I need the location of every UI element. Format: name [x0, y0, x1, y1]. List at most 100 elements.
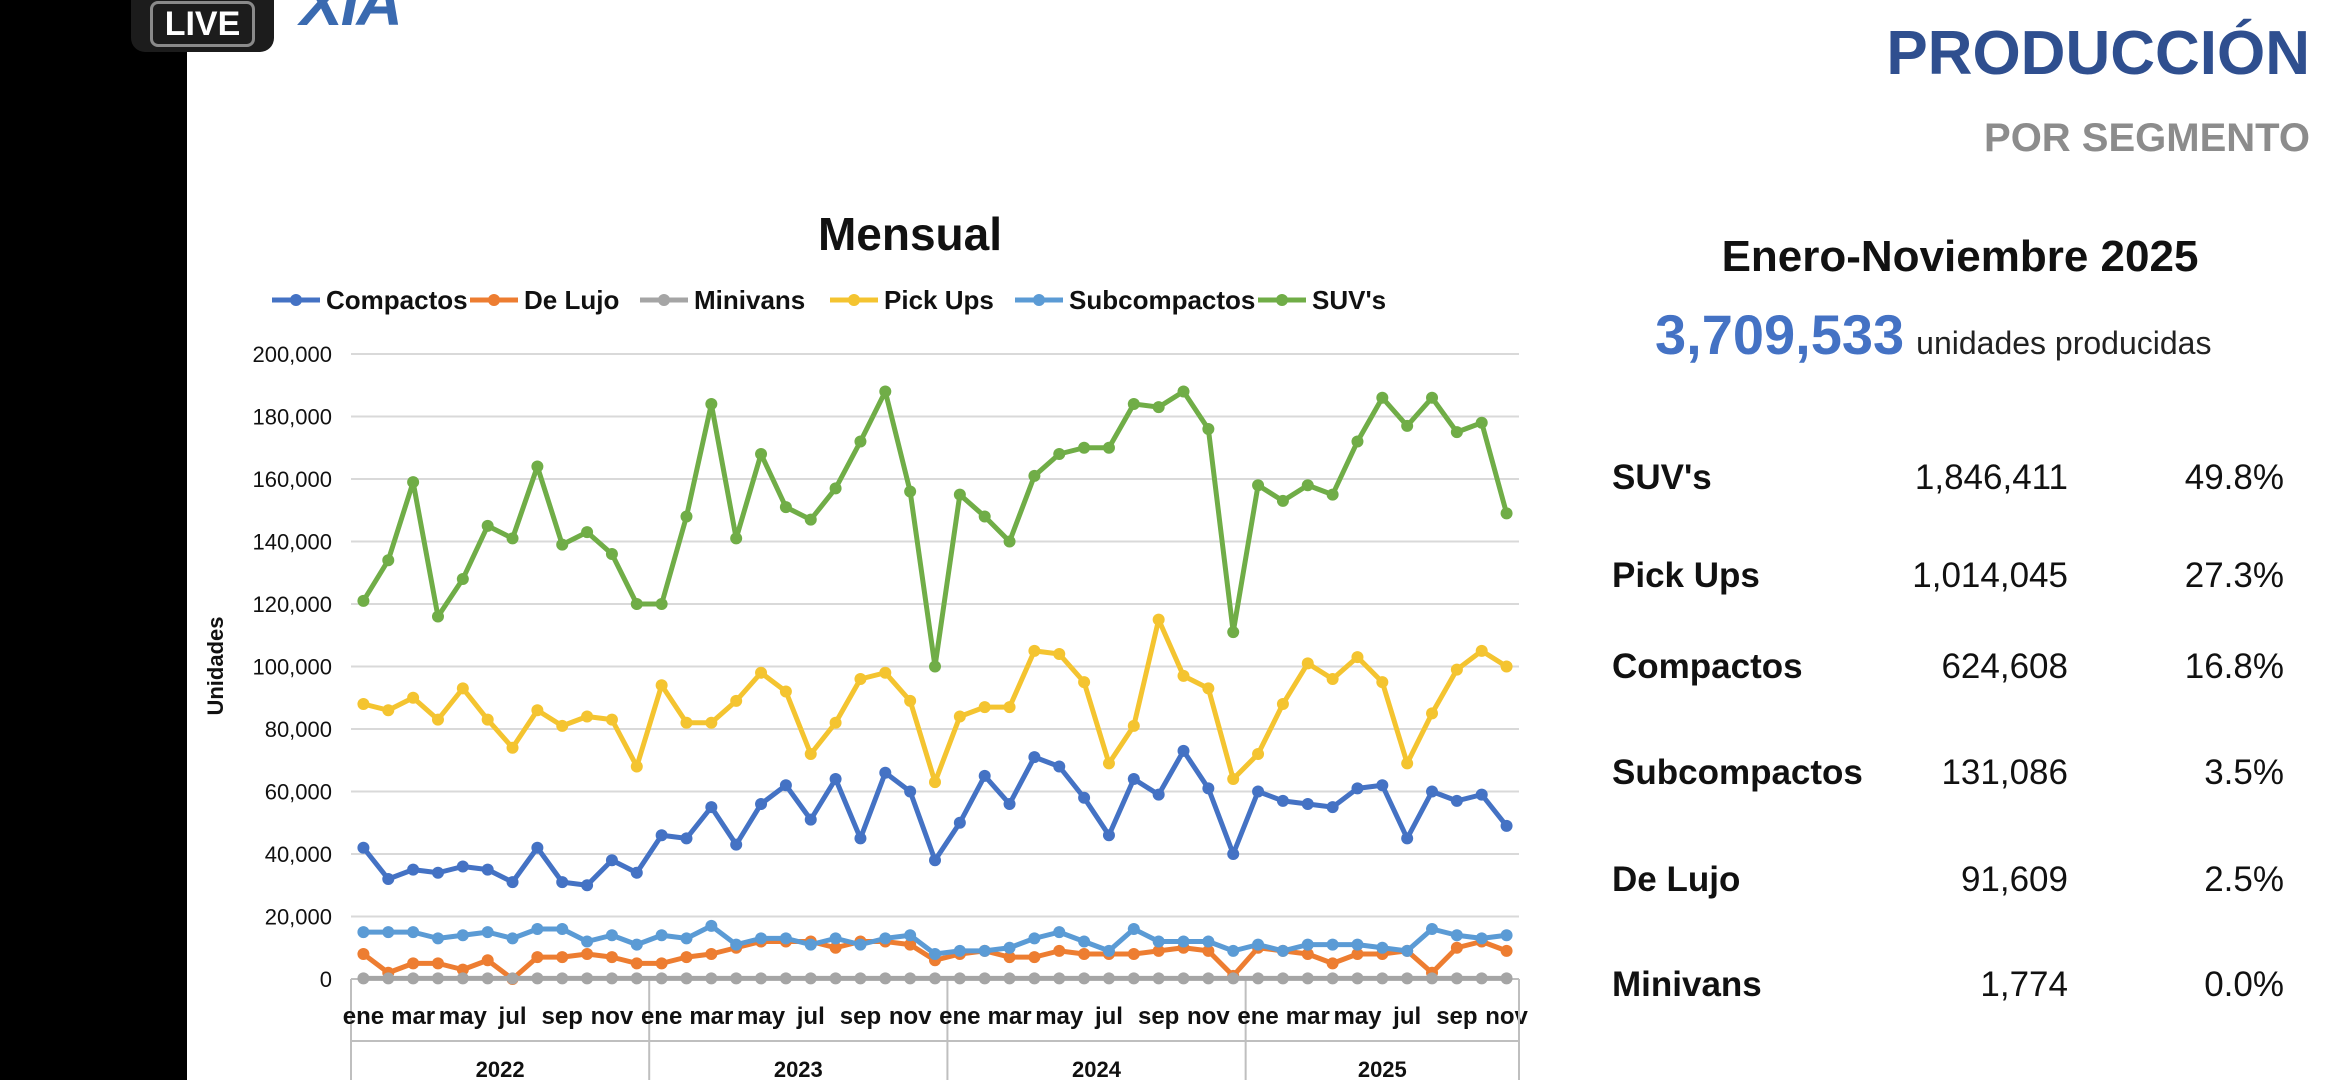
x-tick-label: jul — [498, 1003, 527, 1030]
data-point — [1078, 948, 1091, 960]
data-point — [1376, 972, 1389, 985]
data-point — [1177, 744, 1190, 757]
segment-label: Compactos — [1612, 647, 1803, 686]
data-point — [1177, 669, 1190, 682]
data-point — [1401, 757, 1414, 770]
data-point — [1326, 972, 1339, 985]
data-point — [1475, 416, 1488, 429]
data-point — [1202, 935, 1215, 948]
data-point — [1500, 819, 1513, 832]
data-point — [1028, 932, 1041, 945]
x-tick-label: may — [737, 1003, 786, 1030]
data-point — [1127, 972, 1140, 985]
data-point — [1152, 401, 1165, 414]
data-point — [1102, 972, 1115, 985]
data-point — [705, 948, 718, 960]
data-point — [357, 698, 370, 710]
brand-logo: XIA — [300, 0, 403, 39]
data-point — [630, 938, 643, 951]
data-point — [1276, 494, 1289, 507]
data-point — [481, 863, 494, 876]
data-point — [1152, 972, 1165, 985]
data-point — [1003, 701, 1016, 714]
legend-marker — [658, 294, 670, 306]
x-year-label: 2022 — [476, 1057, 525, 1080]
data-point — [1276, 944, 1289, 957]
series-line-pick-ups — [362, 617, 1508, 785]
data-point — [581, 935, 594, 948]
summary-period: Enero-Noviembre 2025 — [1721, 232, 2199, 281]
data-point — [506, 532, 519, 545]
data-point — [854, 673, 867, 685]
data-point — [630, 866, 643, 879]
x-tick-label: nov — [1485, 1003, 1528, 1030]
data-point — [431, 972, 444, 985]
data-point — [655, 972, 668, 985]
data-point — [1053, 448, 1066, 460]
data-point — [680, 832, 693, 845]
y-tick-label: 40,000 — [265, 842, 332, 867]
data-point — [978, 769, 991, 782]
data-point — [755, 932, 768, 945]
data-point — [431, 610, 444, 623]
data-point — [1500, 507, 1513, 520]
data-point — [1475, 788, 1488, 801]
data-point — [655, 829, 668, 842]
data-point — [1450, 929, 1463, 942]
data-point — [382, 926, 395, 939]
video-letterbox — [0, 0, 187, 1080]
data-point — [829, 932, 842, 945]
x-tick-label: mar — [689, 1003, 733, 1030]
x-tick-label: nov — [889, 1003, 932, 1030]
data-point — [407, 691, 420, 704]
data-point — [655, 598, 668, 610]
data-point — [382, 873, 395, 885]
y-tick-label: 20,000 — [265, 905, 332, 930]
data-point — [755, 448, 768, 460]
legend-label: Minivans — [694, 285, 805, 315]
segment-row: De Lujo 91,609 2.5% — [1612, 860, 2284, 910]
data-point — [829, 941, 842, 954]
data-point — [382, 704, 395, 717]
data-point — [1028, 644, 1041, 657]
data-point — [953, 488, 966, 501]
legend-label: Subcompactos — [1069, 285, 1255, 315]
data-point — [730, 938, 743, 951]
live-label: LIVE — [149, 1, 256, 47]
data-point — [1450, 663, 1463, 676]
data-point — [630, 957, 643, 970]
segment-pct: 27.3% — [2184, 556, 2284, 595]
data-point — [1078, 441, 1091, 454]
data-point — [804, 813, 817, 826]
data-point — [904, 485, 917, 498]
summary-total: 3,709,533 unidades producidas — [1655, 302, 2211, 367]
x-tick-label: nov — [1187, 1003, 1230, 1030]
data-point — [854, 938, 867, 951]
data-point — [1202, 423, 1215, 435]
data-point — [531, 923, 544, 935]
data-point — [1053, 648, 1066, 660]
data-point — [779, 932, 792, 945]
data-point — [531, 972, 544, 985]
page-title: PRODUCCIÓN — [1886, 19, 2310, 88]
segment-label: SUV's — [1612, 458, 1712, 497]
data-point — [978, 972, 991, 985]
data-point — [929, 776, 941, 789]
data-point — [755, 798, 768, 810]
data-point — [705, 716, 718, 729]
legend-label: De Lujo — [524, 285, 619, 315]
data-point — [481, 972, 494, 985]
data-point — [1078, 972, 1091, 985]
data-point — [879, 932, 892, 945]
data-point — [1202, 972, 1215, 985]
data-point — [1450, 794, 1463, 807]
data-point — [1351, 938, 1364, 951]
data-point — [581, 710, 594, 723]
data-point — [456, 972, 469, 985]
data-point — [829, 773, 842, 785]
data-point — [1426, 391, 1439, 404]
data-point — [680, 972, 693, 985]
data-point — [1326, 801, 1339, 814]
data-point — [1301, 948, 1314, 960]
segment-label: Minivans — [1612, 965, 1762, 1004]
